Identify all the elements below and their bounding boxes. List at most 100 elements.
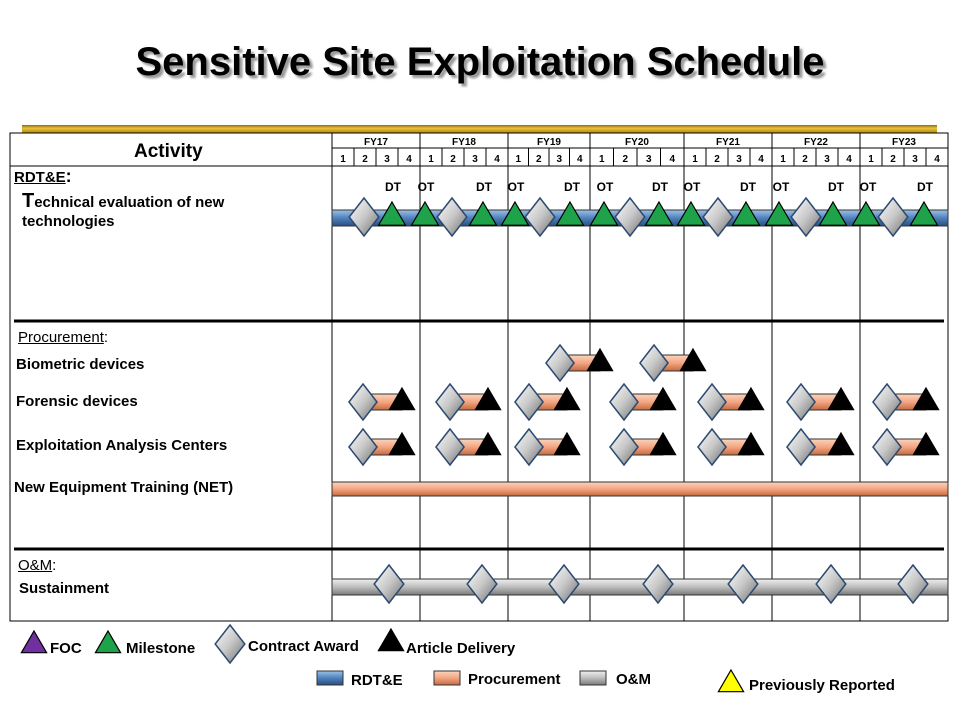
contract-award-diamond <box>548 563 580 605</box>
contract-award-diamond <box>514 382 544 422</box>
schedule-markers: DT OT DT OT DT OT DT OT DT OT DT OT DT <box>20 180 940 693</box>
fy-label: FY23 <box>892 137 916 148</box>
legend-article-delivery-label: Article Delivery <box>406 640 516 657</box>
section-procurement: Procurement: <box>18 329 108 346</box>
section-procurement-colon: : <box>103 329 109 346</box>
fy-label: FY18 <box>452 137 476 148</box>
schedule-bars <box>331 209 949 596</box>
quarter-label: 4 <box>669 154 675 165</box>
article-delivery-triangle <box>474 386 502 411</box>
milestone-triangle <box>731 200 761 226</box>
quarter-label: 3 <box>556 154 562 165</box>
row-tech-eval-line2: technologies <box>22 213 115 230</box>
quarter-label: 1 <box>780 154 786 165</box>
row-biometric: Biometric devices <box>16 356 145 373</box>
quarter-label: 4 <box>934 154 940 165</box>
quarter-label: 2 <box>714 154 720 165</box>
test-phase-label: DT <box>385 180 402 194</box>
article-delivery-legend-icon <box>377 627 405 652</box>
milestone-triangle <box>909 200 939 226</box>
net-bar <box>331 481 949 497</box>
quarter-label: 4 <box>494 154 500 165</box>
row-forensic: Forensic devices <box>16 393 138 410</box>
section-rdte: RDT&E: <box>14 166 72 187</box>
section-om-label: O&M <box>18 557 53 574</box>
contract-award-diamond <box>697 427 727 467</box>
contract-award-diamond <box>435 382 465 422</box>
contract-award-diamond <box>790 196 822 238</box>
contract-award-diamond <box>373 563 405 605</box>
tech-eval-text: echnical evaluation of new <box>34 194 225 211</box>
test-phase-label: OT <box>597 180 614 194</box>
article-delivery-triangle <box>912 386 940 411</box>
quarter-label: 2 <box>890 154 896 165</box>
contract-award-diamond <box>727 563 759 605</box>
article-delivery-triangle <box>388 431 416 456</box>
article-delivery-triangle <box>737 386 765 411</box>
test-phase-label: OT <box>860 180 877 194</box>
quarter-label: 3 <box>824 154 830 165</box>
milestone-legend-icon <box>94 629 122 654</box>
contract-award-diamond <box>786 427 816 467</box>
contract-award-diamond <box>545 343 575 383</box>
legend-foc-label: FOC <box>50 640 82 657</box>
article-delivery-triangle <box>388 386 416 411</box>
legend-procurement-label: Procurement <box>468 671 561 688</box>
article-delivery-triangle <box>737 431 765 456</box>
contract-award-diamond <box>815 563 847 605</box>
contract-award-diamond <box>466 563 498 605</box>
contract-award-diamond <box>897 563 929 605</box>
row-exploitation: Exploitation Analysis Centers <box>16 437 228 454</box>
milestone-triangle <box>500 200 530 226</box>
quarter-label: 3 <box>912 154 918 165</box>
section-om-colon: : <box>52 557 57 574</box>
article-delivery-triangle <box>553 431 581 456</box>
om-legend-icon <box>579 670 607 686</box>
test-phase-label: DT <box>564 180 581 194</box>
article-delivery-triangle <box>827 386 855 411</box>
quarter-label: 3 <box>384 154 390 165</box>
quarter-label: 4 <box>406 154 412 165</box>
test-phase-label: OT <box>773 180 790 194</box>
legend-rdte-label: RDT&E <box>351 672 403 689</box>
contract-award-diamond <box>435 427 465 467</box>
fy-label: FY17 <box>364 137 388 148</box>
test-phase-label: OT <box>684 180 701 194</box>
section-procurement-label: Procurement <box>18 329 104 346</box>
rdte-legend-icon <box>316 670 344 686</box>
contract-award-diamond <box>877 196 909 238</box>
quarter-label: 1 <box>868 154 874 165</box>
om-bar <box>331 578 949 596</box>
article-delivery-triangle <box>679 347 707 372</box>
section-om: O&M: <box>18 557 56 574</box>
contract-award-legend-icon <box>214 623 246 665</box>
article-delivery-triangle <box>912 431 940 456</box>
legend-contract-award-label: Contract Award <box>248 638 359 655</box>
title-underline-bar <box>22 125 937 133</box>
test-phase-label: OT <box>418 180 435 194</box>
contract-award-diamond <box>524 196 556 238</box>
quarter-label: 2 <box>450 154 456 165</box>
quarter-label: 4 <box>577 154 583 165</box>
article-delivery-triangle <box>553 386 581 411</box>
contract-award-diamond <box>702 196 734 238</box>
article-delivery-triangle <box>474 431 502 456</box>
legend-previously-reported-label: Previously Reported <box>749 677 895 694</box>
quarter-label: 3 <box>472 154 478 165</box>
row-tech-eval-line1: Technical evaluation of new <box>22 190 224 213</box>
procurement-legend-icon <box>433 670 461 686</box>
contract-award-diamond <box>697 382 727 422</box>
legend-om-label: O&M <box>616 671 651 688</box>
foc-legend-icon <box>20 629 48 654</box>
milestone-triangle <box>410 200 440 226</box>
milestone-triangle <box>589 200 619 226</box>
row-sustainment: Sustainment <box>19 580 110 597</box>
article-delivery-triangle <box>586 347 614 372</box>
section-rdte-colon: : <box>65 166 72 186</box>
test-phase-label: DT <box>652 180 669 194</box>
quarter-label: 3 <box>646 154 652 165</box>
previously-reported-legend-icon <box>717 668 745 693</box>
contract-award-diamond <box>609 427 639 467</box>
quarter-label: 2 <box>362 154 368 165</box>
